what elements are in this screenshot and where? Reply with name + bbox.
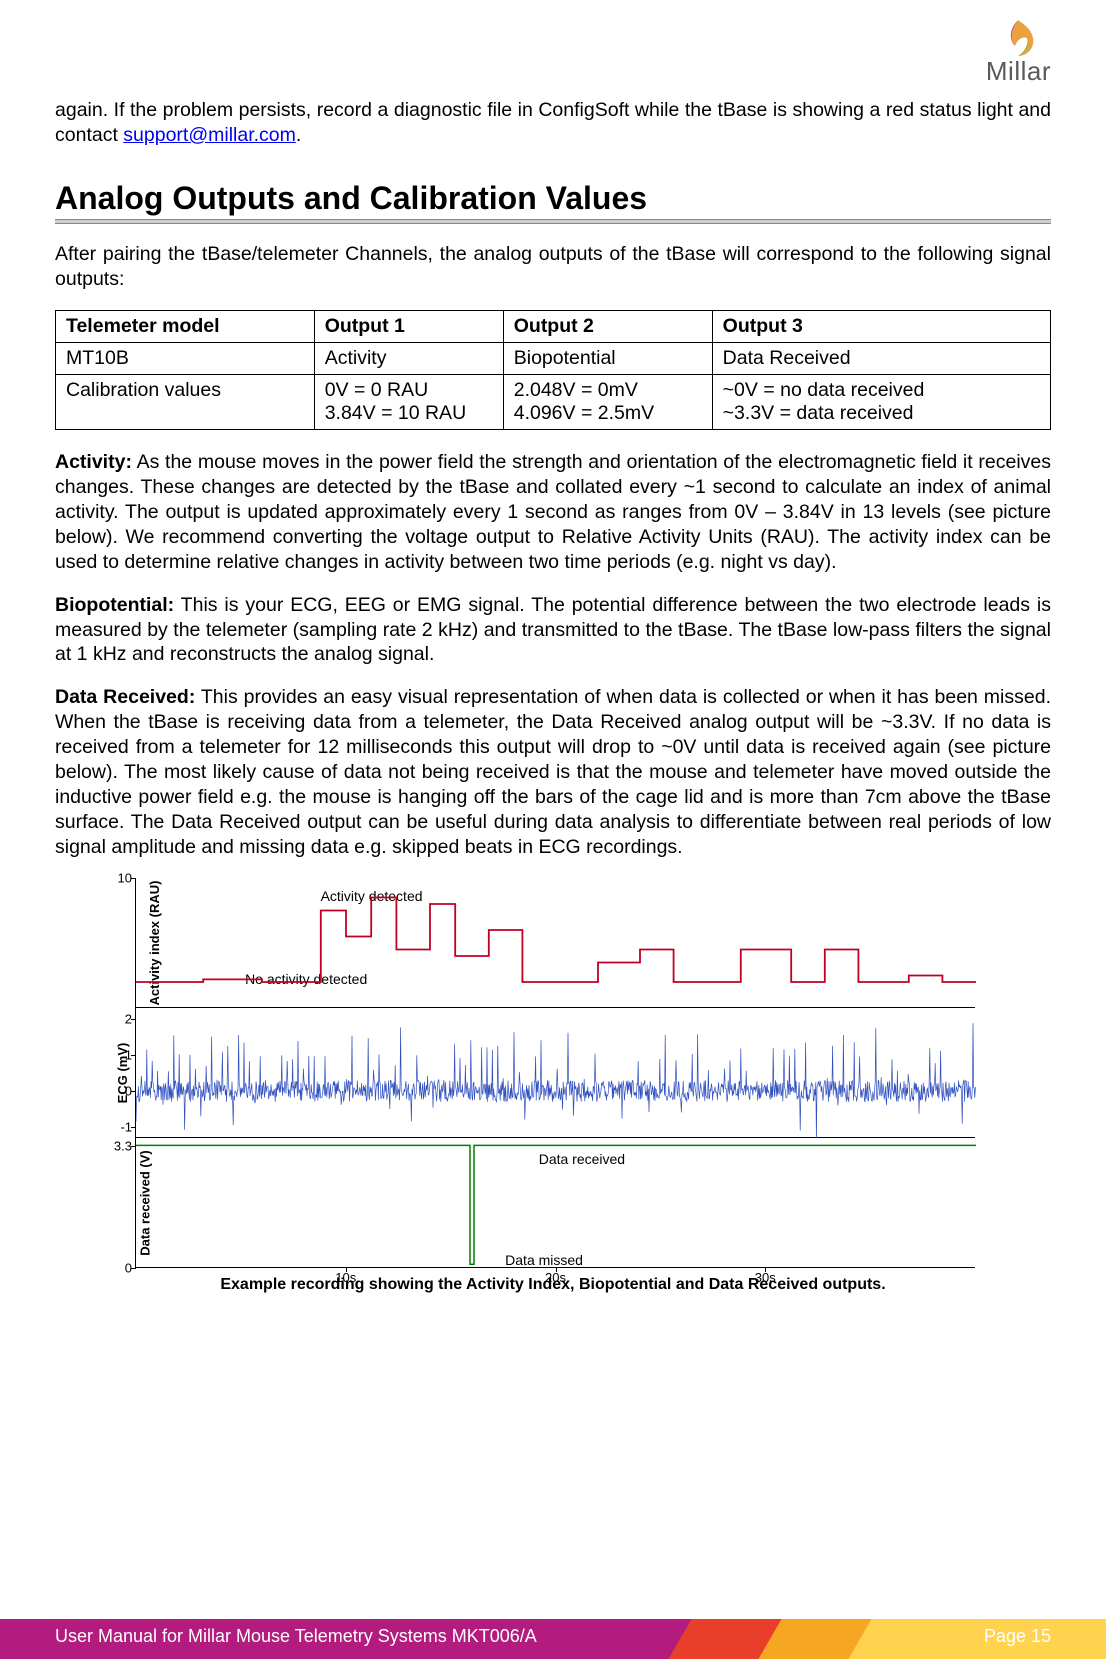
table-cell: 2.048V = 0mV4.096V = 2.5mV <box>503 374 712 429</box>
flame-icon <box>997 18 1039 60</box>
y-tick-label: 0 <box>108 1084 132 1099</box>
table-cell: MT10B <box>56 342 315 374</box>
activity-label: Activity: <box>55 451 132 473</box>
x-tick-label: 30s <box>755 1270 776 1285</box>
biopotential-para: Biopotential: This is your ECG, EEG or E… <box>55 593 1051 668</box>
y-tick-label: 10 <box>108 871 132 886</box>
intro-text-after: . <box>296 124 301 146</box>
table-header: Telemeter model <box>56 310 315 342</box>
table-cell: Data Received <box>712 342 1050 374</box>
table-row: Calibration values0V = 0 RAU3.84V = 10 R… <box>56 374 1051 429</box>
table-header: Output 3 <box>712 310 1050 342</box>
intro-paragraph: again. If the problem persists, record a… <box>55 98 1051 148</box>
example-charts: Activity index (RAU)10Activity detectedN… <box>85 878 985 1268</box>
data-received-chart: Data received (V)03.3Data receivedData m… <box>135 1138 975 1268</box>
activity-para: Activity: As the mouse moves in the powe… <box>55 450 1051 575</box>
x-tick-label: 10s <box>335 1270 356 1285</box>
activity-chart: Activity index (RAU)10Activity detectedN… <box>135 878 975 1008</box>
data-received-para: Data Received: This provides an easy vis… <box>55 685 1051 860</box>
brand-text: Millar <box>986 56 1051 87</box>
support-email-link[interactable]: support@millar.com <box>123 124 296 146</box>
data-received-label: Data Received: <box>55 686 195 708</box>
ecg-chart: ECG (mV)-1012 <box>135 1008 975 1138</box>
table-cell: 0V = 0 RAU3.84V = 10 RAU <box>314 374 503 429</box>
table-cell: ~0V = no data received~3.3V = data recei… <box>712 374 1050 429</box>
brand-logo: Millar <box>986 18 1051 87</box>
biopotential-text: This is your ECG, EEG or EMG signal. The… <box>55 594 1051 666</box>
heading-underline <box>55 219 1051 224</box>
table-cell: Biopotential <box>503 342 712 374</box>
outputs-table: Telemeter modelOutput 1Output 2Output 3 … <box>55 310 1051 430</box>
y-tick-label: 2 <box>108 1011 132 1026</box>
y-tick-label: 3.3 <box>108 1138 132 1153</box>
table-header: Output 1 <box>314 310 503 342</box>
y-tick-label: 0 <box>108 1261 132 1276</box>
after-heading-para: After pairing the tBase/telemeter Channe… <box>55 242 1051 292</box>
section-heading: Analog Outputs and Calibration Values <box>55 180 1051 217</box>
biopotential-label: Biopotential: <box>55 594 174 616</box>
y-tick-label: -1 <box>108 1120 132 1135</box>
table-cell: Activity <box>314 342 503 374</box>
activity-text: As the mouse moves in the power field th… <box>55 451 1051 573</box>
table-row: MT10BActivityBiopotentialData Received <box>56 342 1051 374</box>
x-tick-label: 20s <box>545 1270 566 1285</box>
page-footer: User Manual for Millar Mouse Telemetry S… <box>0 1604 1106 1659</box>
table-cell: Calibration values <box>56 374 315 429</box>
data-received-text: This provides an easy visual representat… <box>55 686 1051 858</box>
table-header: Output 2 <box>503 310 712 342</box>
y-tick-label: 1 <box>108 1048 132 1063</box>
footer-right-text: Page 15 <box>984 1626 1051 1647</box>
footer-left-text: User Manual for Millar Mouse Telemetry S… <box>55 1626 537 1647</box>
